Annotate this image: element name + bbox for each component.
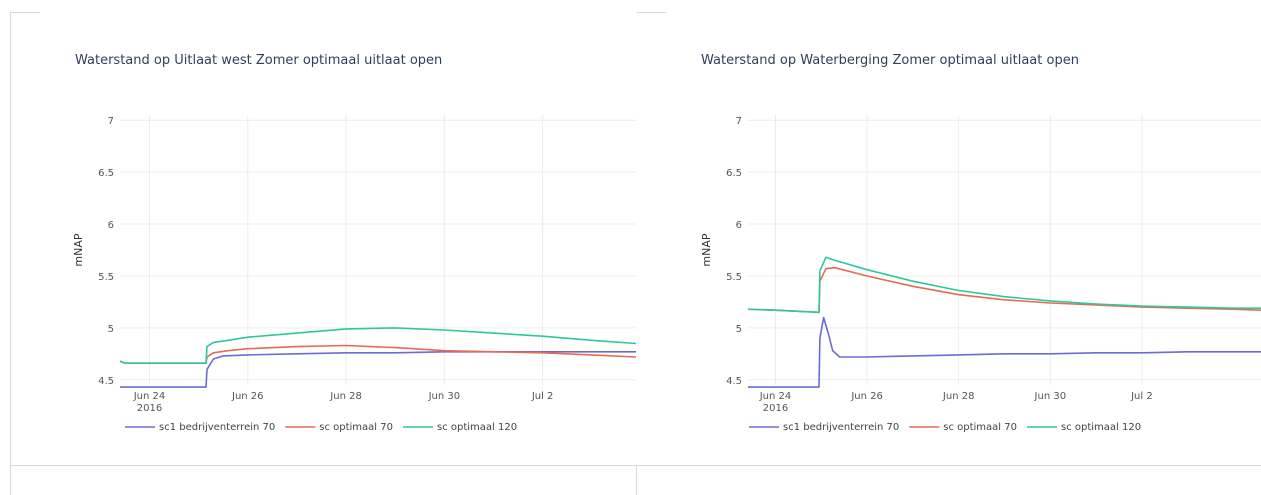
legend-item-label: sc1 bedrijventerrein 70 [159,422,275,433]
y-tick-label: 6.5 [726,168,742,179]
panel-top-right-corner [636,12,666,13]
chart-title: Waterstand op Waterberging Zomer optimaa… [701,53,1079,68]
series-line [747,266,1261,314]
x-tick-label: Jul 2 [1130,391,1153,402]
series-line [119,344,636,365]
y-tick-label: 5 [108,324,114,335]
series-line [119,327,636,365]
y-tick-label: 4.5 [98,376,114,387]
panel-middle-divider [636,465,637,495]
x-tick-label: Jun 28 [942,391,975,402]
y-tick-label: 4.5 [726,376,742,387]
x-tick-year-label: 2016 [763,403,788,414]
x-tick-label: Jun 24 [133,391,166,402]
y-axis-label: mNAP [700,233,713,266]
panel-top-left-corner [10,12,40,13]
panel-left-border [10,12,11,495]
x-tick-year-label: 2016 [137,403,162,414]
chart-title: Waterstand op Uitlaat west Zomer optimaa… [75,53,443,68]
legend-item-label: sc1 bedrijventerrein 70 [783,422,899,433]
line-chart-waterberging: 4.5 5 5.5 6 6.5 7 Jun 24 Jun 26 Jun 28 Jun 30 Jul … [700,115,1261,433]
x-tick-label: Jun 28 [329,391,362,402]
y-tick-label: 7 [108,116,114,127]
y-tick-label: 5.5 [726,272,742,283]
legend-item-label: sc optimaal 120 [1061,422,1141,433]
series-line [120,350,636,388]
series-line [748,316,1261,388]
y-tick-label: 5.5 [98,272,114,283]
y-tick-label: 6 [736,220,742,231]
x-tick-label: Jun 30 [428,391,461,402]
x-tick-label: Jun 24 [759,391,792,402]
x-tick-label: Jun 26 [231,391,264,402]
legend-item-label: sc optimaal 70 [319,422,393,433]
legend-item-label: sc optimaal 70 [943,422,1017,433]
x-tick-label: Jun 30 [1034,391,1067,402]
panel-bottom-divider [10,465,1261,466]
y-tick-label: 5 [736,324,742,335]
x-tick-label: Jul 2 [531,391,554,402]
y-tick-label: 7 [736,116,742,127]
x-tick-label: Jun 26 [850,391,883,402]
chart-panel-uitlaat-west: Waterstand op Uitlaat west Zomer optimaa… [0,0,636,465]
legend-item-label: sc optimaal 120 [437,422,517,433]
series-line [747,256,1261,314]
chart-panel-waterberging: Waterstand op Waterberging Zomer optimaa… [636,0,1261,465]
y-tick-label: 6.5 [98,168,114,179]
y-axis-label: mNAP [72,233,85,266]
y-tick-label: 6 [108,220,114,231]
line-chart-uitlaat-west: 4.5 5 5.5 6 6.5 7 Jun 24 Jun 26 Jun 28 Jun 30 Jul … [72,115,636,433]
